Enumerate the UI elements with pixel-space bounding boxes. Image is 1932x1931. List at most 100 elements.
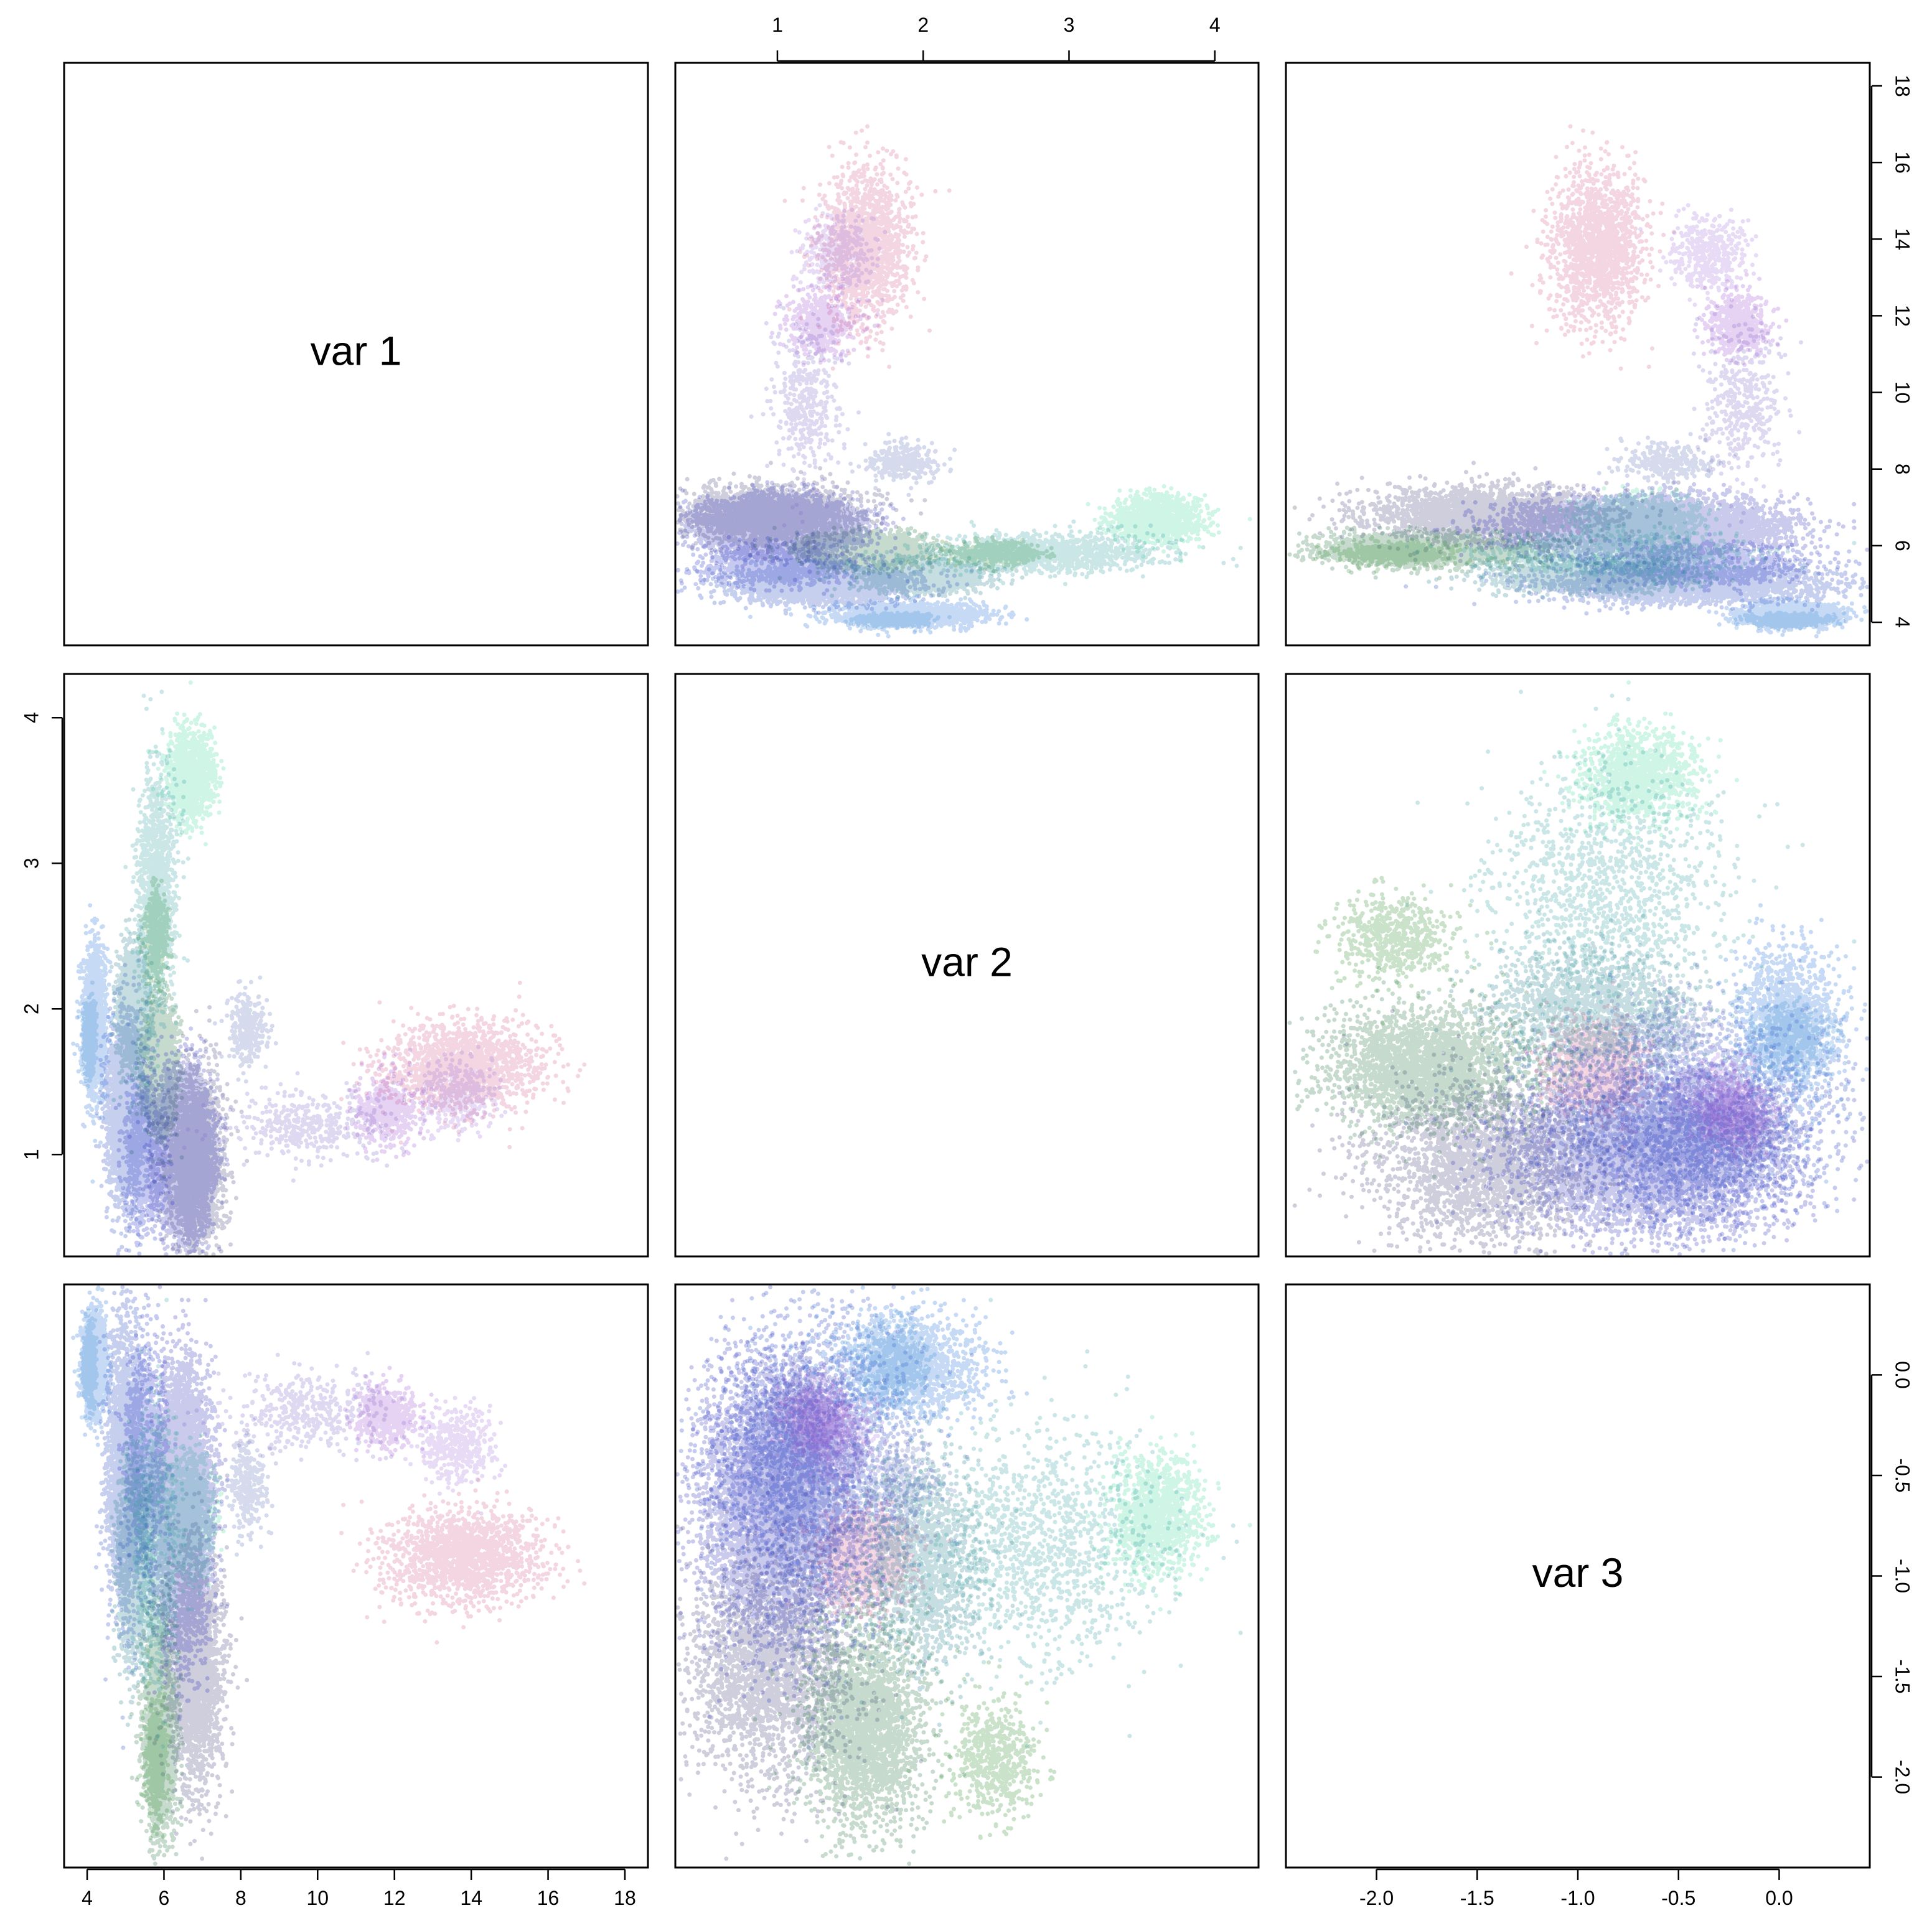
point-group	[403, 1396, 508, 1516]
point-group	[789, 203, 888, 307]
point-group	[1597, 975, 1738, 1084]
tick-label: 14	[1892, 228, 1914, 250]
tick-label: -1.0	[1892, 1559, 1914, 1593]
variable-label: var 3	[1532, 1550, 1624, 1596]
point-group	[182, 1071, 407, 1183]
left-axis-var2: 1 2 3 4	[20, 712, 63, 1160]
point-group	[789, 1396, 888, 1516]
point-group	[129, 1555, 185, 1866]
point-group	[848, 1416, 957, 1557]
tick-label: 16	[537, 1887, 560, 1909]
tick-label: -1.5	[1892, 1659, 1914, 1693]
tick-label: -0.5	[1892, 1458, 1914, 1492]
point-group	[1086, 484, 1252, 564]
point-group	[1404, 549, 1870, 616]
tick-label: 3	[1064, 14, 1075, 36]
point-group	[1432, 1026, 1870, 1257]
panel-frame-r1-c2	[674, 62, 1260, 647]
point-group	[136, 1648, 175, 1840]
point-group	[1638, 1045, 1758, 1143]
variable-label: var 1	[311, 327, 402, 373]
point-group	[127, 1026, 230, 1257]
point-group	[1287, 525, 1598, 581]
point-group	[343, 1365, 438, 1462]
point-group	[136, 876, 175, 1026]
point-group	[1707, 903, 1869, 1184]
point-group	[848, 432, 957, 497]
point-group	[1731, 610, 1846, 633]
point-group	[77, 980, 99, 1089]
point-group	[1692, 272, 1789, 367]
point-group	[675, 532, 911, 596]
point-group	[1597, 432, 1738, 497]
point-group	[782, 124, 952, 371]
point-group	[212, 1416, 278, 1557]
point-group	[339, 980, 587, 1149]
scatter-panel-r2-c3	[1287, 680, 1870, 1257]
point-group	[1731, 980, 1846, 1089]
point-group	[1537, 1022, 1862, 1256]
point-group	[770, 272, 880, 367]
point-group	[1432, 480, 1870, 582]
point-group	[906, 535, 1057, 574]
point-group	[94, 1284, 161, 1750]
tick-label: 2	[917, 14, 929, 36]
point-group	[749, 1350, 861, 1462]
point-group	[1707, 594, 1869, 638]
point-group	[843, 610, 952, 633]
point-group	[675, 461, 927, 563]
tick-label: 18	[614, 1887, 636, 1909]
point-group	[77, 1308, 99, 1423]
tick-label: 18	[1892, 75, 1914, 97]
point-group	[675, 1473, 927, 1861]
point-group	[1405, 519, 1857, 586]
panel-frame-r1-c1	[63, 62, 649, 647]
point-group	[1086, 1414, 1252, 1612]
right-axis-var1: 4 6 8 10 12 14 16 18	[1870, 75, 1914, 628]
point-group	[109, 1406, 162, 1728]
point-group	[343, 1052, 438, 1162]
point-group	[403, 1045, 508, 1143]
point-group	[123, 1297, 190, 1749]
point-group	[182, 1350, 407, 1462]
point-group	[1405, 690, 1857, 1088]
scatter-panel-r2-c1	[71, 680, 587, 1257]
point-group	[71, 1285, 116, 1447]
points-layer	[71, 124, 1870, 1866]
point-group	[212, 975, 278, 1084]
tick-label: 4	[82, 1887, 93, 1909]
tick-label: -0.5	[1661, 1887, 1695, 1909]
point-group	[675, 1284, 906, 1721]
point-group	[1509, 980, 1676, 1149]
point-group	[1542, 680, 1739, 847]
point-group	[1404, 958, 1870, 1256]
point-group	[817, 1406, 1025, 1728]
point-group	[770, 1365, 880, 1462]
point-group	[675, 480, 906, 582]
point-group	[844, 1297, 1243, 1749]
point-group	[146, 680, 226, 847]
point-group	[1542, 484, 1739, 564]
point-group	[782, 1478, 952, 1645]
point-group	[675, 1284, 974, 1750]
tick-label: 12	[383, 1887, 406, 1909]
tick-label: 2	[20, 1003, 42, 1014]
panel-frame-r1-c3	[1285, 62, 1871, 647]
tick-label: 12	[1892, 305, 1914, 327]
point-group	[94, 958, 161, 1256]
point-group	[1292, 1005, 1681, 1257]
panel-frame-r3-c3	[1285, 1283, 1871, 1869]
scatter-panel-r1-c3	[1287, 124, 1870, 638]
tick-label: -2.0	[1359, 1887, 1394, 1909]
point-group	[1313, 535, 1506, 574]
point-group	[127, 1284, 230, 1721]
point-group	[753, 1555, 967, 1866]
point-group	[1292, 461, 1681, 563]
panel-frames	[63, 62, 1871, 1869]
bottom-axis-var3: -2.0 -1.5 -1.0 -0.5 0.0	[1359, 1868, 1793, 1909]
panel-frame-r3-c2	[674, 1283, 1260, 1869]
scatter-panel-r1-c2	[675, 124, 1252, 638]
tick-label: 10	[1892, 381, 1914, 404]
point-group	[109, 907, 162, 1115]
